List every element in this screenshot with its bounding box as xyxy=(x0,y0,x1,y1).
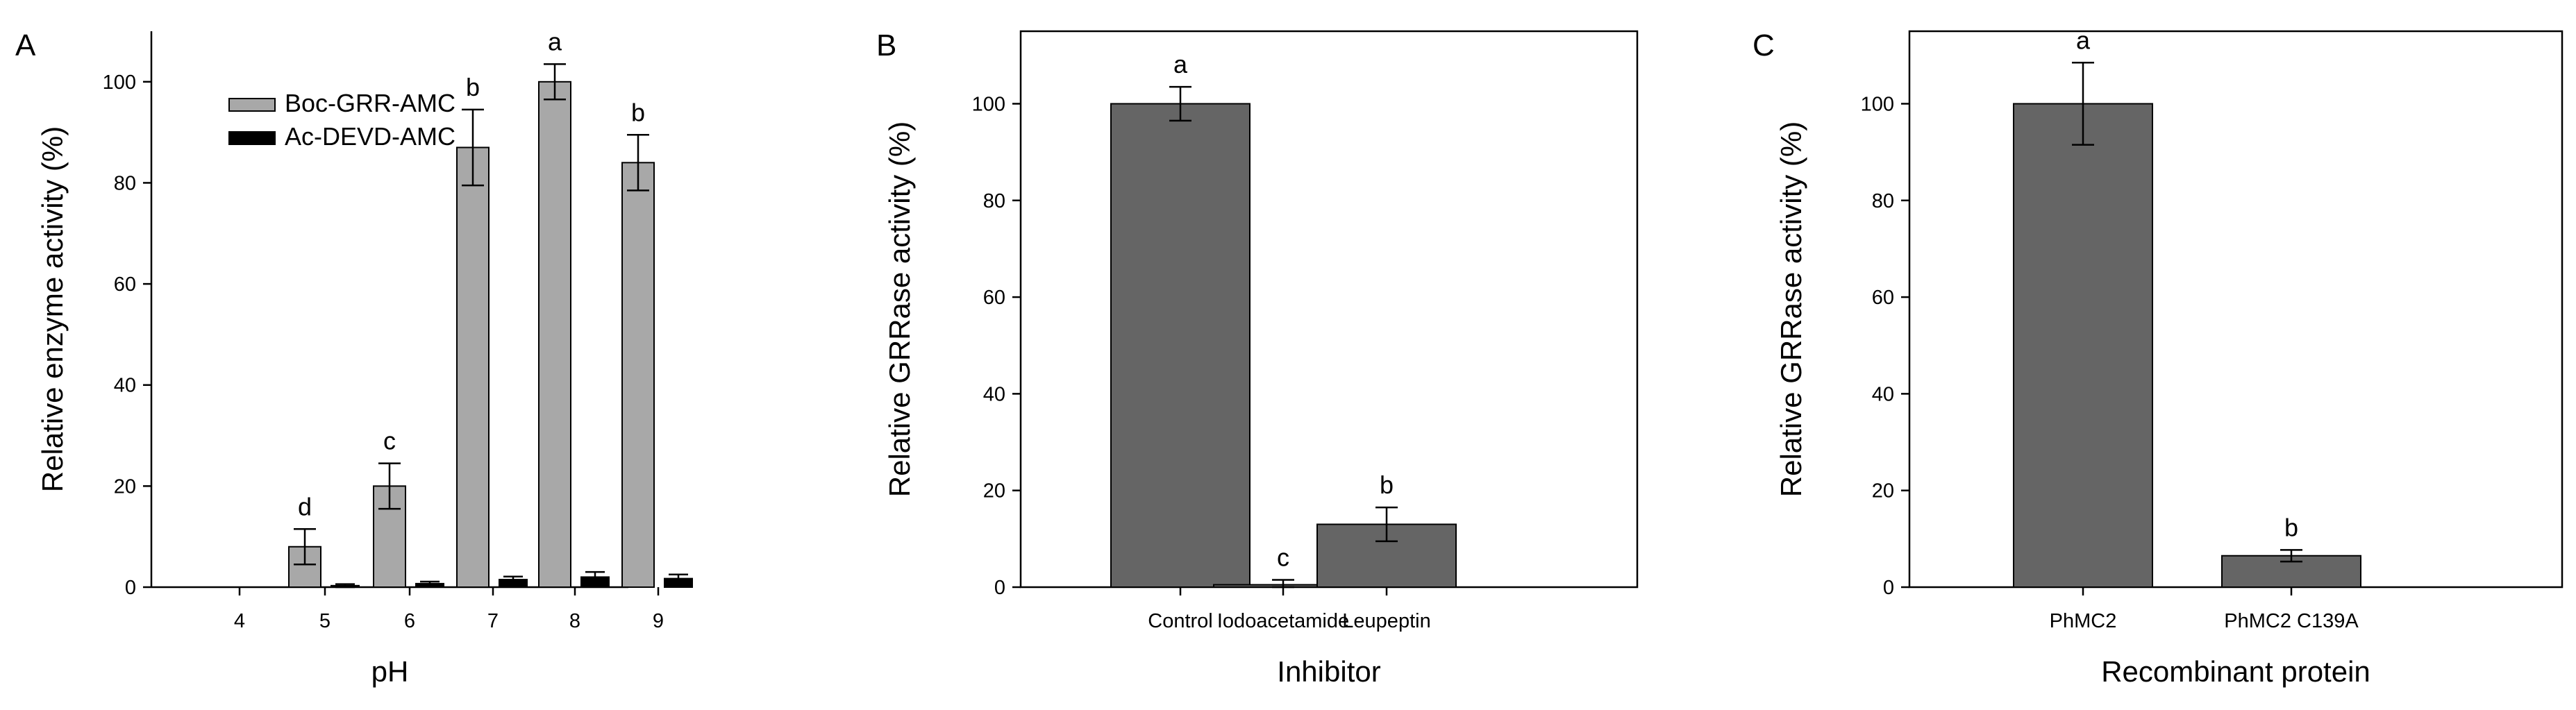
y-tick-label: 100 xyxy=(1861,93,1894,115)
y-tick-label: 80 xyxy=(114,172,136,194)
chart-panel-c: C 0 20 40 60 80 100 PhMC2 PhMC2 C139A Recombinant… xyxy=(1753,26,2564,688)
y-tick-label: 20 xyxy=(983,480,1005,502)
significance-letter: a xyxy=(2076,26,2091,54)
y-tick-label: 0 xyxy=(1883,577,1894,599)
y-axis-title: Relative enzyme activity (%) xyxy=(36,126,69,492)
error-bar xyxy=(627,134,649,192)
y-axis-title: Relative GRRase activity (%) xyxy=(1775,121,1807,497)
y-tick-label: 60 xyxy=(1872,287,1894,309)
y-tick-label: 60 xyxy=(114,273,136,296)
y-tick-label: 100 xyxy=(972,93,1005,115)
error-bar xyxy=(2072,62,2094,146)
significance-letter: a xyxy=(548,27,562,56)
error-bar xyxy=(1272,579,1294,589)
legend-swatch xyxy=(228,98,276,112)
significance-letter: b xyxy=(631,98,645,126)
error-bar xyxy=(420,580,440,587)
error-bar xyxy=(1375,506,1398,543)
x-tick-label: 8 xyxy=(569,610,580,632)
panel-letter: B xyxy=(876,28,896,62)
bar xyxy=(373,485,406,589)
significance-letter: b xyxy=(2284,513,2298,541)
x-tick-label: Control xyxy=(1148,610,1213,632)
chart-panel-a: A 0 20 40 60 80 100 4 5 6 7 8 9 pH Relative enzyme act… xyxy=(15,27,693,688)
bar xyxy=(1110,103,1251,588)
legend-label: Boc-GRR-AMC xyxy=(285,89,455,117)
y-tick-label: 80 xyxy=(1872,190,1894,212)
x-tick-label: 9 xyxy=(653,610,664,632)
bar xyxy=(288,546,321,589)
error-bar xyxy=(585,570,605,583)
bar xyxy=(621,162,655,588)
significance-letter: b xyxy=(1380,471,1394,499)
error-bar xyxy=(669,573,688,584)
x-tick-label: 6 xyxy=(404,610,415,632)
legend-swatch xyxy=(228,131,276,145)
y-tick-label: 20 xyxy=(114,475,136,498)
panel-letter: C xyxy=(1753,28,1775,62)
y-tick-label: 80 xyxy=(983,190,1005,212)
y-tick-label: 40 xyxy=(983,383,1005,405)
error-bar xyxy=(503,575,523,584)
y-axis-title: Relative GRRase activity (%) xyxy=(883,121,916,497)
y-tick-label: 0 xyxy=(125,577,136,599)
error-bar xyxy=(294,528,316,566)
error-bar xyxy=(544,63,566,101)
bar xyxy=(456,146,490,588)
x-axis-title: pH xyxy=(371,655,409,688)
y-tick-label: 0 xyxy=(994,577,1005,599)
legend: Boc-GRR-AMC Ac-DEVD-AMC xyxy=(228,89,455,151)
error-bar xyxy=(378,462,401,510)
x-axis-title: Inhibitor xyxy=(1277,655,1380,688)
y-tick-label: 40 xyxy=(114,375,136,397)
plot-frame xyxy=(1908,30,2564,589)
chart-panel-b: B 0 20 40 60 80 100 Control IodoacetamideLeupept… xyxy=(876,28,1639,688)
y-tick-label: 40 xyxy=(1872,383,1894,405)
error-bar xyxy=(2280,549,2302,563)
x-tick-label: 5 xyxy=(319,610,331,632)
x-axis-title: Recombinant protein xyxy=(2101,655,2370,688)
error-bar xyxy=(1169,85,1191,122)
bar xyxy=(538,81,571,589)
y-tick-label: 60 xyxy=(983,287,1005,309)
panel-letter: A xyxy=(15,28,36,62)
bar xyxy=(2013,103,2153,588)
x-tick-label: PhMC2 C139A xyxy=(2224,610,2359,632)
x-tick-label: Leupeptin xyxy=(1342,610,1430,632)
significance-letter: d xyxy=(298,492,312,521)
y-tick-label: 100 xyxy=(103,71,136,94)
significance-letter: c xyxy=(1277,543,1289,572)
error-bar xyxy=(462,108,484,187)
x-tick-label: Iodoacetamide xyxy=(1217,610,1349,632)
significance-letter: c xyxy=(383,427,396,455)
x-tick-label: 7 xyxy=(487,610,499,632)
y-tick-label: 20 xyxy=(1872,480,1894,502)
significance-letter: b xyxy=(466,73,480,101)
legend-label: Ac-DEVD-AMC xyxy=(285,122,455,151)
error-bar xyxy=(335,583,355,589)
x-tick-label: PhMC2 xyxy=(2050,610,2117,632)
significance-letter: a xyxy=(1173,50,1188,78)
x-tick-label: 4 xyxy=(234,610,245,632)
